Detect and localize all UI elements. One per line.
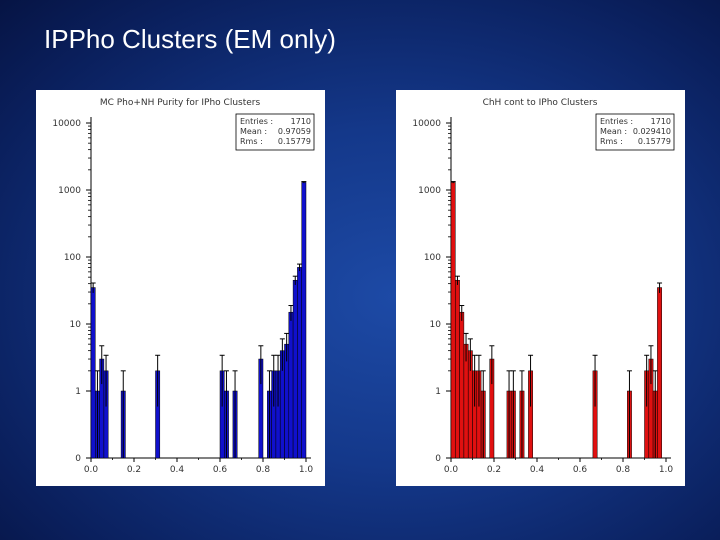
chh-histogram-bar xyxy=(455,279,460,459)
chh-y-tick-label: 10 xyxy=(430,320,442,330)
purity-x-tick-label: 0.6 xyxy=(213,465,228,475)
histogram-panel-purity: MC Pho+NH Purity for IPho Clusters 10000 1… xyxy=(36,90,325,486)
purity-stats-box: Entries : 1710 Mean : 0.97059 Rms : 0.15779 xyxy=(235,113,315,151)
chh-stats-label: Entries : xyxy=(600,117,633,126)
purity-stats-label: Rms : xyxy=(240,137,263,146)
chh-chart-title: ChH cont to IPho Clusters xyxy=(483,98,598,108)
purity-chart-title: MC Pho+NH Purity for IPho Clusters xyxy=(100,98,261,108)
chh-stats-value: 0.029410 xyxy=(633,127,671,136)
purity-y-tick-label: 10 xyxy=(70,320,82,330)
chh-y-tick-label: 10000 xyxy=(412,119,441,129)
slide-title: IPPho Clusters (EM only) xyxy=(44,24,336,54)
purity-y-tick-label: 10000 xyxy=(52,119,81,129)
purity-stats-value: 0.15779 xyxy=(278,137,311,146)
chh-stats-box-frame xyxy=(595,113,675,151)
chh-y-tick-label: 0 xyxy=(435,454,441,464)
chh-x-tick-label: 0.2 xyxy=(487,465,501,475)
purity-x-tick-label: 1.0 xyxy=(299,465,314,475)
chh-stats-value: 1710 xyxy=(651,117,671,126)
chh-histogram-bar xyxy=(657,287,662,459)
chh-contamination-histogram-svg: ChH cont to IPho Clusters100001000100101… xyxy=(412,98,675,475)
chh-x-tick-label: 0.6 xyxy=(573,465,588,475)
chh-histogram-bar xyxy=(459,311,465,459)
chh-x-tick-label: 1.0 xyxy=(659,465,674,475)
chh-stats-label: Rms : xyxy=(600,137,623,146)
purity-x-tick-label: 0.0 xyxy=(84,465,99,475)
purity-histogram-bar xyxy=(292,279,298,459)
chh-x-tick-label: 0.4 xyxy=(530,465,545,475)
chh-x-tick-label: 0.0 xyxy=(444,465,459,475)
purity-x-tick-label: 0.8 xyxy=(256,465,271,475)
chh-stats-box: Entries : 1710 Mean : 0.029410 Rms : 0.15779 xyxy=(595,113,675,151)
purity-y-tick-label: 100 xyxy=(64,253,81,263)
chh-y-tick-label: 1000 xyxy=(418,186,441,196)
purity-histogram-svg: MC Pho+NH Purity for IPho Clusters100001… xyxy=(52,98,315,475)
purity-stats-label: Entries : xyxy=(240,117,273,126)
purity-y-tick-label: 1 xyxy=(75,387,81,397)
purity-stats-box-frame xyxy=(235,113,315,151)
purity-x-tick-label: 0.4 xyxy=(170,465,185,475)
chh-y-tick-label: 100 xyxy=(424,253,441,263)
chh-stats-label: Mean : xyxy=(600,127,627,136)
purity-histogram-bar xyxy=(297,267,302,459)
chh-x-tick-label: 0.8 xyxy=(616,465,631,475)
purity-histogram-bar xyxy=(90,287,96,459)
purity-y-tick-label: 1000 xyxy=(58,186,81,196)
purity-y-tick-label: 0 xyxy=(75,454,81,464)
purity-stats-label: Mean : xyxy=(240,127,267,136)
histogram-panel-chh-contamination: ChH cont to IPho Clusters 10000 1000 100 10 1… xyxy=(396,90,685,486)
chh-histogram-bar xyxy=(450,182,456,459)
purity-stats-value: 1710 xyxy=(291,117,311,126)
purity-x-tick-label: 0.2 xyxy=(127,465,141,475)
chh-y-tick-label: 1 xyxy=(435,387,441,397)
chh-stats-value: 0.15779 xyxy=(638,137,671,146)
purity-histogram-bar xyxy=(288,311,294,459)
purity-stats-value: 0.97059 xyxy=(278,127,311,136)
purity-histogram-bar xyxy=(301,182,307,459)
